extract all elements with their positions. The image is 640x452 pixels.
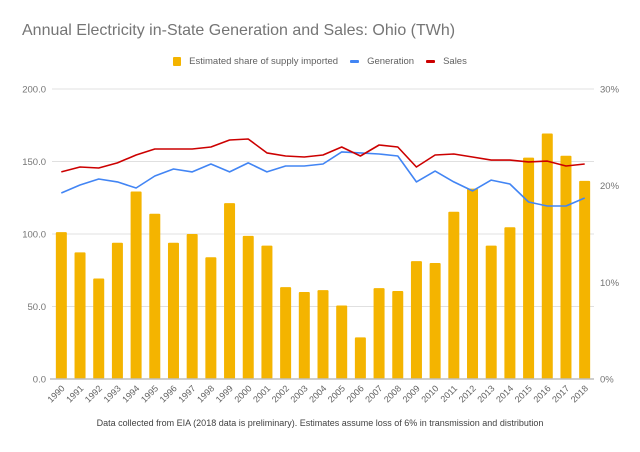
legend-swatch-sales bbox=[426, 60, 436, 63]
x-axis-tick-label: 2006 bbox=[345, 383, 366, 404]
right-axis-tick-label: 0% bbox=[600, 375, 614, 386]
bar-2009 bbox=[410, 261, 422, 379]
x-axis-tick-label: 2009 bbox=[401, 383, 422, 404]
left-axis-tick-label: 100.0 bbox=[22, 230, 46, 241]
legend-item-imported-share[interactable]: Estimated share of supply imported bbox=[173, 56, 338, 67]
x-axis-tick-label: 1995 bbox=[139, 383, 160, 404]
x-axis-tick-label: 2007 bbox=[363, 383, 384, 404]
line-series bbox=[60, 138, 586, 207]
bar-2011 bbox=[448, 211, 460, 379]
legend: Estimated share of supply imported Gener… bbox=[0, 56, 640, 67]
x-axis-tick-label: 2012 bbox=[457, 383, 478, 404]
bar-2018 bbox=[579, 180, 591, 379]
x-axis-tick-label: 1991 bbox=[64, 383, 85, 404]
x-axis-tick-label: 2013 bbox=[475, 383, 496, 404]
line-generation bbox=[60, 151, 586, 207]
x-axis-tick-label: 2014 bbox=[494, 383, 515, 404]
x-axis-tick-label: 1994 bbox=[120, 383, 141, 404]
bar-2003 bbox=[298, 292, 310, 379]
bar-1994 bbox=[130, 191, 142, 379]
right-axis-ticks: 0% 10% 20% 30% bbox=[600, 85, 620, 386]
line-sales bbox=[61, 138, 585, 173]
bar-1997 bbox=[186, 234, 198, 379]
x-axis-tick-label: 2010 bbox=[419, 383, 440, 404]
x-axis-tick-label: 2016 bbox=[531, 383, 552, 404]
bar-2000 bbox=[242, 235, 254, 379]
x-axis-tick-label: 1996 bbox=[158, 383, 179, 404]
x-axis-tick-label: 1997 bbox=[176, 383, 197, 404]
bar-2012 bbox=[467, 188, 479, 379]
x-axis-tick-label: 2002 bbox=[270, 383, 291, 404]
x-axis-tick-label: 2018 bbox=[569, 383, 590, 404]
bar-2016 bbox=[541, 133, 553, 379]
bars-imported-share bbox=[55, 133, 591, 379]
footnote: Data collected from EIA (2018 data is pr… bbox=[96, 418, 544, 428]
x-axis-tick-label: 2003 bbox=[288, 383, 309, 404]
x-axis-tick-label: 2011 bbox=[438, 383, 459, 404]
legend-swatch-imported-share bbox=[173, 57, 182, 66]
x-axis-tick-label: 1993 bbox=[102, 383, 123, 404]
x-axis-tick-label: 1998 bbox=[195, 383, 216, 404]
x-axis-tick-label: 1992 bbox=[83, 383, 104, 404]
bar-1998 bbox=[205, 257, 217, 379]
bar-2004 bbox=[317, 290, 329, 379]
left-axis-tick-label: 200.0 bbox=[22, 85, 46, 96]
legend-label-generation: Generation bbox=[367, 56, 415, 67]
bar-1991 bbox=[74, 252, 86, 379]
bar-2010 bbox=[429, 263, 441, 379]
x-axis-tick-label: 2001 bbox=[251, 383, 272, 404]
left-axis-ticks: 0.0 50.0 100.0 150.0 200.0 bbox=[22, 85, 46, 386]
bar-2001 bbox=[261, 245, 273, 379]
legend-swatch-generation bbox=[350, 60, 360, 63]
x-axis-tick-label: 2017 bbox=[550, 383, 571, 404]
bar-1990 bbox=[55, 232, 67, 379]
legend-label-sales: Sales bbox=[443, 56, 467, 67]
left-axis-tick-label: 50.0 bbox=[28, 302, 47, 313]
bar-2015 bbox=[523, 157, 535, 379]
bar-1995 bbox=[149, 213, 161, 379]
bar-2007 bbox=[373, 288, 385, 379]
bar-1993 bbox=[111, 242, 123, 379]
left-axis-tick-label: 150.0 bbox=[22, 157, 46, 168]
legend-label-imported-share: Estimated share of supply imported bbox=[189, 56, 339, 67]
legend-item-generation[interactable]: Generation bbox=[350, 56, 414, 67]
x-axis-tick-label: 2000 bbox=[232, 383, 253, 404]
chart-title: Annual Electricity in-State Generation a… bbox=[22, 22, 456, 39]
bar-1999 bbox=[224, 203, 236, 379]
x-axis-tick-label: 2015 bbox=[513, 383, 534, 404]
x-axis-tick-label: 1999 bbox=[214, 383, 235, 404]
x-axis-tick-label: 2008 bbox=[382, 383, 403, 404]
x-axis-tick-label: 2005 bbox=[326, 383, 347, 404]
bar-1992 bbox=[93, 278, 105, 379]
bar-2006 bbox=[354, 337, 366, 379]
x-axis-tick-label: 2004 bbox=[307, 383, 328, 404]
bar-2014 bbox=[504, 227, 516, 379]
bar-1996 bbox=[167, 242, 179, 379]
right-axis-tick-label: 30% bbox=[600, 85, 620, 96]
legend-item-sales[interactable]: Sales bbox=[426, 56, 467, 67]
bar-2005 bbox=[336, 305, 348, 379]
x-axis-tick-label: 1990 bbox=[46, 383, 67, 404]
bar-2017 bbox=[560, 155, 572, 379]
right-axis-tick-label: 20% bbox=[600, 181, 620, 192]
bar-2008 bbox=[392, 291, 404, 379]
bar-2002 bbox=[280, 287, 292, 379]
left-axis-tick-label: 0.0 bbox=[33, 375, 46, 386]
right-axis-tick-label: 10% bbox=[600, 278, 620, 289]
bar-2013 bbox=[485, 245, 497, 379]
x-axis-ticks: 1990199119921993199419951996199719981999… bbox=[46, 383, 591, 404]
